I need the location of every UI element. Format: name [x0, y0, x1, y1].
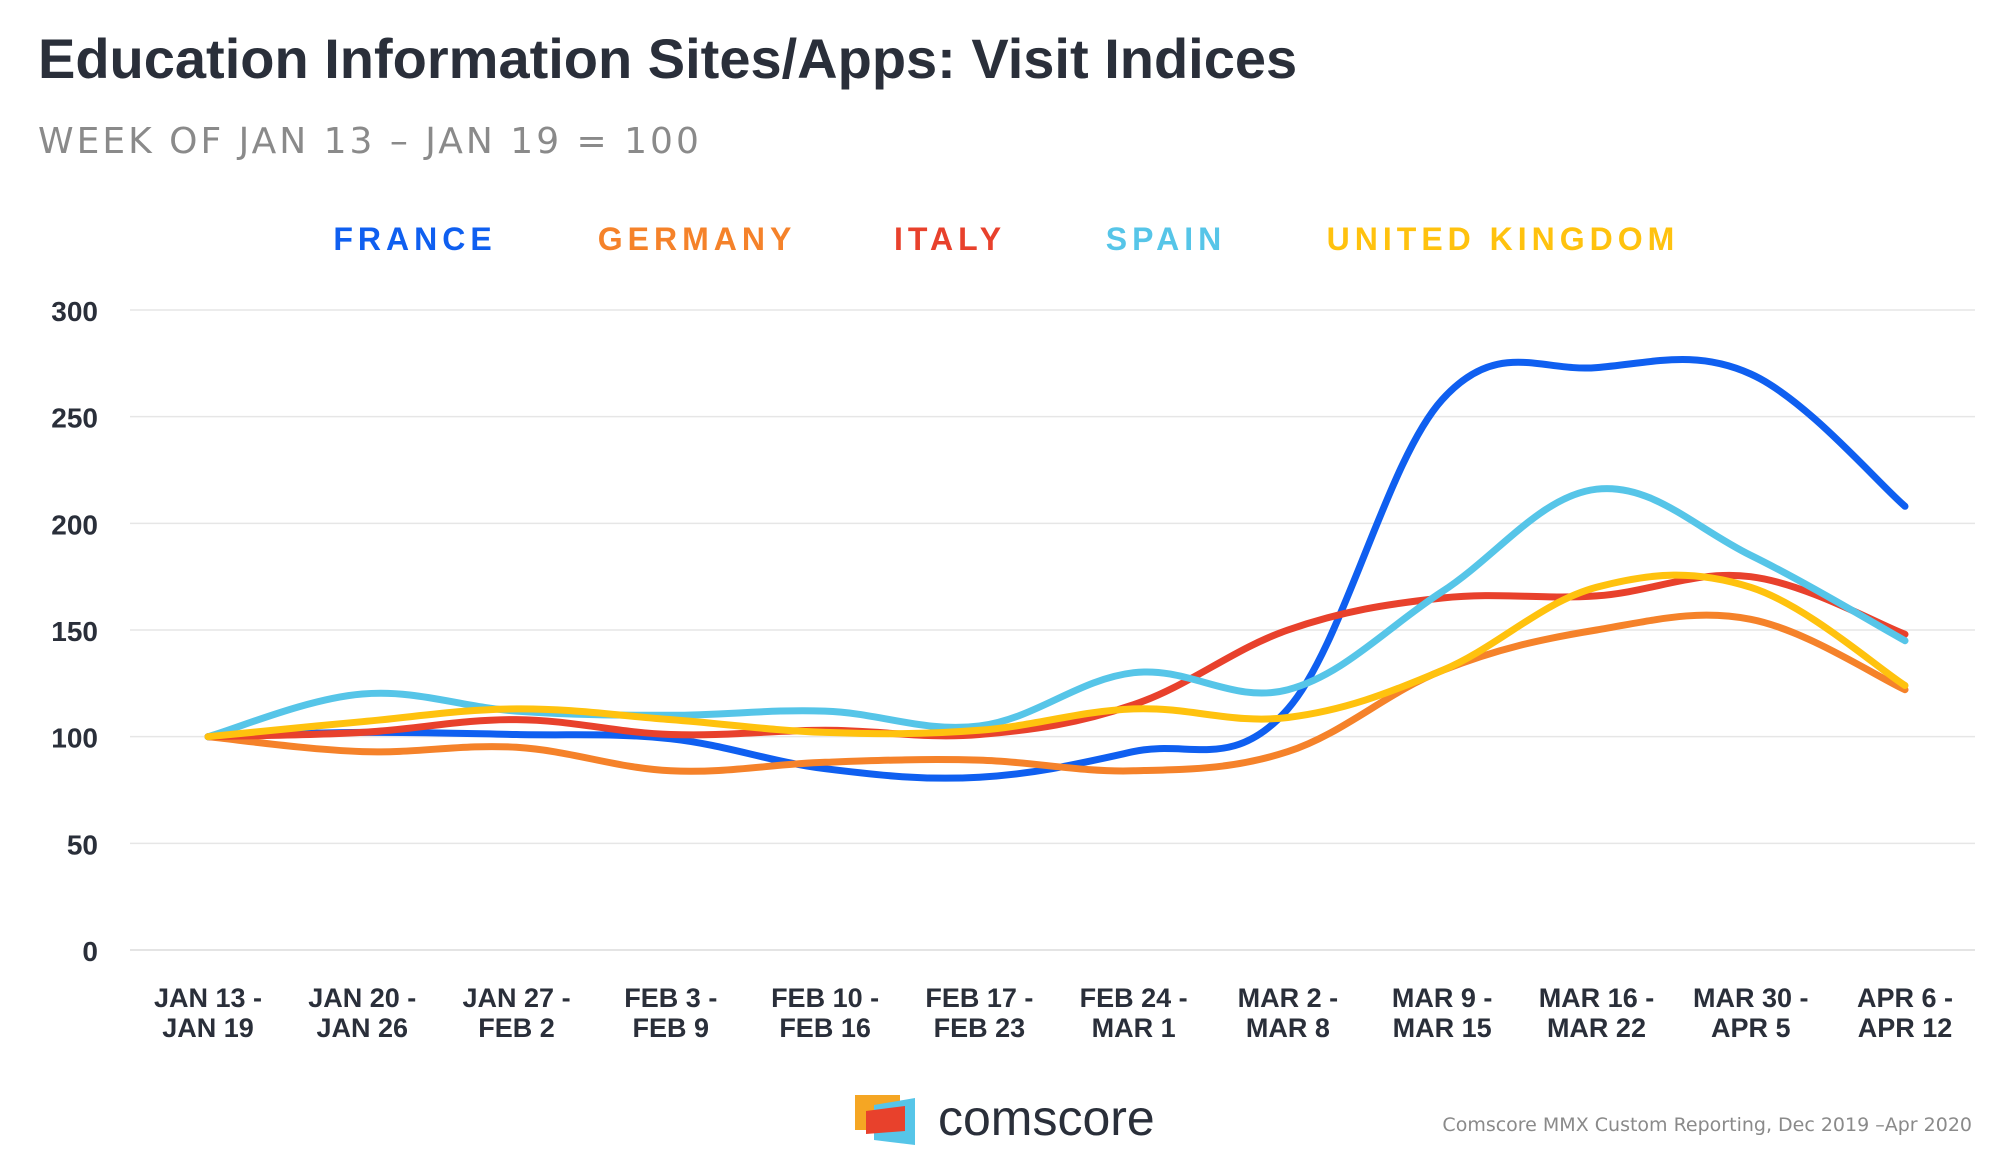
x-tick-label-line: MAR 9 -	[1392, 983, 1493, 1013]
chart-subtitle: WEEK OF JAN 13 – JAN 19 = 100	[38, 121, 702, 162]
x-tick-label-line: APR 12	[1858, 1013, 1953, 1043]
x-tick-label: FEB 10 -FEB 16	[771, 983, 879, 1043]
x-tick-label-line: JAN 27 -	[463, 983, 571, 1013]
x-tick-label-line: MAR 22	[1547, 1013, 1646, 1043]
gridlines	[130, 309, 1975, 951]
series-lines	[204, 356, 1909, 782]
comscore-logo: comscore	[855, 1090, 1155, 1146]
x-tick-label-line: APR 6 -	[1857, 983, 1953, 1013]
x-tick-label-line: FEB 3 -	[624, 983, 717, 1013]
logo-text: comscore	[938, 1090, 1155, 1146]
series-line-italy	[204, 571, 1909, 741]
x-tick-label-line: FEB 10 -	[771, 983, 879, 1013]
x-tick-label: APR 6 -APR 12	[1857, 983, 1953, 1043]
x-tick-label-line: MAR 15	[1393, 1013, 1492, 1043]
series-line-france	[204, 356, 1909, 782]
x-tick-label: JAN 13 -JAN 19	[154, 983, 262, 1043]
y-tick-label: 0	[82, 936, 98, 967]
y-tick-label: 200	[51, 509, 98, 540]
x-tick-label: FEB 17 -FEB 23	[925, 983, 1033, 1043]
series-line-germany	[204, 611, 1909, 775]
y-tick-label: 100	[51, 723, 98, 754]
x-tick-label: FEB 24 -MAR 1	[1080, 983, 1188, 1043]
x-tick-label-line: FEB 23	[934, 1013, 1026, 1043]
x-tick-label-line: JAN 20 -	[308, 983, 416, 1013]
x-tick-label: MAR 16 -MAR 22	[1539, 983, 1655, 1043]
x-tick-label-line: FEB 17 -	[925, 983, 1033, 1013]
x-tick-label-line: JAN 13 -	[154, 983, 262, 1013]
x-tick-label: MAR 2 -MAR 8	[1238, 983, 1339, 1043]
series-line-spain	[204, 485, 1909, 741]
x-tick-label-line: MAR 2 -	[1238, 983, 1339, 1013]
x-tick-label-line: APR 5	[1711, 1013, 1791, 1043]
x-tick-label-line: FEB 16	[779, 1013, 871, 1043]
x-tick-label: JAN 20 -JAN 26	[308, 983, 416, 1043]
x-tick-label: MAR 30 -APR 5	[1693, 983, 1809, 1043]
x-tick-label-line: JAN 19	[162, 1013, 254, 1043]
x-tick-label-line: FEB 2	[478, 1013, 555, 1043]
legend-item-italy: ITALY	[894, 221, 1006, 257]
y-tick-label: 150	[51, 616, 98, 647]
x-tick-label: FEB 3 -FEB 9	[624, 983, 717, 1043]
y-axis: 0 50 100 150 200 250 300	[51, 296, 98, 967]
legend-item-france: FRANCE	[333, 221, 496, 257]
legend-item-spain: SPAIN	[1106, 221, 1226, 257]
chart-title: Education Information Sites/Apps: Visit …	[38, 27, 1297, 90]
x-tick-label-line: MAR 16 -	[1539, 983, 1655, 1013]
logo-red-shape	[866, 1106, 905, 1134]
y-tick-label: 250	[51, 403, 98, 434]
series-line-united-kingdom	[204, 571, 1909, 741]
x-tick-label: JAN 27 -FEB 2	[463, 983, 571, 1043]
legend-item-germany: GERMANY	[598, 221, 797, 257]
x-tick-label: MAR 9 -MAR 15	[1392, 983, 1493, 1043]
x-tick-label-line: JAN 26	[316, 1013, 408, 1043]
y-tick-label: 300	[51, 296, 98, 327]
y-tick-label: 50	[67, 829, 98, 860]
legend-item-united-kingdom: UNITED KINGDOM	[1327, 221, 1680, 257]
source-note: Comscore MMX Custom Reporting, Dec 2019 …	[1442, 1114, 1972, 1136]
x-tick-label-line: MAR 30 -	[1693, 983, 1809, 1013]
x-tick-label-line: FEB 9	[633, 1013, 710, 1043]
x-tick-label-line: FEB 24 -	[1080, 983, 1188, 1013]
x-tick-label-line: MAR 1	[1092, 1013, 1176, 1043]
x-tick-label-line: MAR 8	[1246, 1013, 1330, 1043]
legend: FRANCE GERMANY ITALY SPAIN UNITED KINGDOM	[333, 221, 1680, 257]
